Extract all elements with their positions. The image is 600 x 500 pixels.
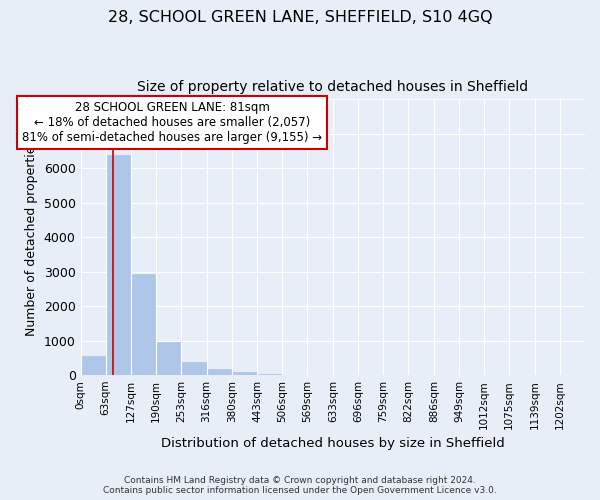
Text: Contains HM Land Registry data © Crown copyright and database right 2024.
Contai: Contains HM Land Registry data © Crown c… bbox=[103, 476, 497, 495]
X-axis label: Distribution of detached houses by size in Sheffield: Distribution of detached houses by size … bbox=[161, 437, 505, 450]
Text: 28 SCHOOL GREEN LANE: 81sqm
← 18% of detached houses are smaller (2,057)
81% of : 28 SCHOOL GREEN LANE: 81sqm ← 18% of det… bbox=[22, 101, 322, 144]
Bar bbox=[132, 274, 155, 375]
Bar bbox=[208, 370, 230, 375]
Text: 28, SCHOOL GREEN LANE, SHEFFIELD, S10 4GQ: 28, SCHOOL GREEN LANE, SHEFFIELD, S10 4G… bbox=[107, 10, 493, 25]
Bar bbox=[233, 372, 256, 375]
Bar bbox=[107, 155, 130, 375]
Bar bbox=[157, 342, 181, 375]
Y-axis label: Number of detached properties: Number of detached properties bbox=[25, 138, 38, 336]
Bar bbox=[258, 374, 281, 375]
Bar bbox=[82, 356, 104, 375]
Title: Size of property relative to detached houses in Sheffield: Size of property relative to detached ho… bbox=[137, 80, 529, 94]
Bar bbox=[182, 362, 206, 375]
